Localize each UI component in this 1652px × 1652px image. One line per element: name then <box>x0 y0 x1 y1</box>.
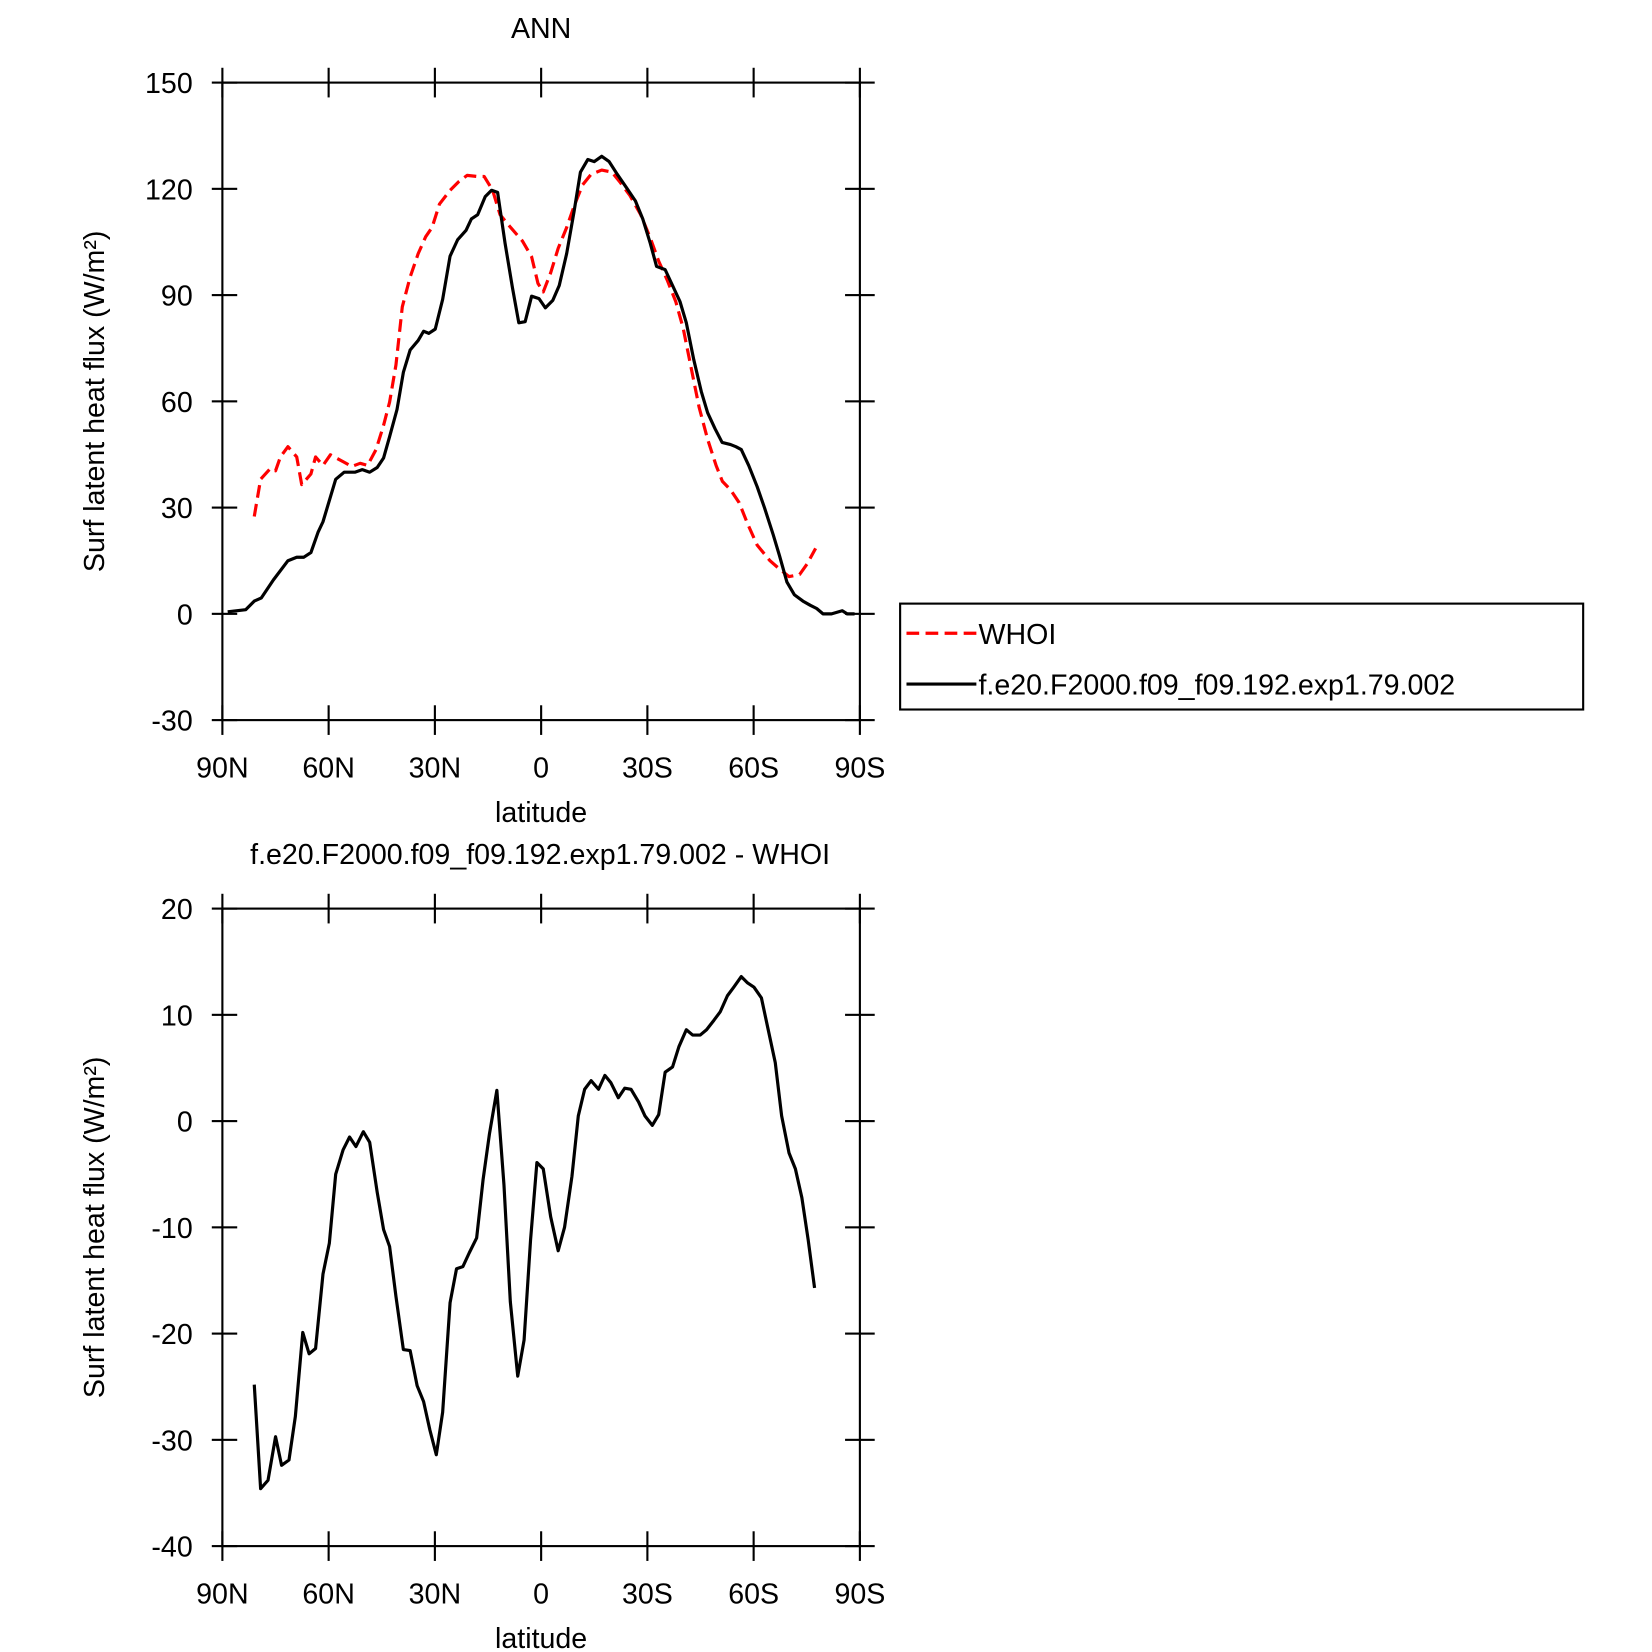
y-tick-label: -40 <box>151 1532 192 1564</box>
series-line <box>252 168 818 579</box>
x-tick-label: 90S <box>834 752 885 784</box>
legend-label: f.e20.F2000.f09_f09.192.exp1.79.002 <box>978 670 1455 702</box>
series-line <box>252 974 817 1491</box>
y-tick-label: 90 <box>161 281 193 313</box>
y-tick-label: 60 <box>161 387 193 419</box>
y-tick-label: -30 <box>151 706 192 738</box>
y-axis-label: Surf latent heat flux (W/m²) <box>79 1057 111 1398</box>
y-tick-label: -10 <box>151 1213 192 1245</box>
y-tick-label: -30 <box>151 1425 192 1457</box>
x-tick-label: 90N <box>196 752 248 784</box>
x-tick-label: 90S <box>834 1578 885 1610</box>
x-tick-label: 0 <box>533 1578 549 1610</box>
x-axis-label: latitude <box>495 797 587 829</box>
x-tick-label: 30N <box>409 752 461 784</box>
chart-title: ANN <box>511 13 571 45</box>
y-tick-label: 150 <box>145 68 193 100</box>
x-tick-label: 90N <box>196 1578 248 1610</box>
x-tick-label: 60S <box>728 752 779 784</box>
x-axis-label: latitude <box>495 1623 587 1652</box>
x-tick-label: 0 <box>533 752 549 784</box>
legend-label: WHOI <box>978 619 1056 651</box>
y-axis-label: Surf latent heat flux (W/m²) <box>79 231 111 572</box>
x-tick-label: 30N <box>409 1578 461 1610</box>
y-tick-label: 10 <box>161 1000 193 1032</box>
plot-frame <box>221 81 861 722</box>
y-tick-label: 20 <box>161 894 193 926</box>
y-tick-label: -20 <box>151 1319 192 1351</box>
y-tick-label: 30 <box>161 493 193 525</box>
x-tick-label: 30S <box>622 752 673 784</box>
x-tick-label: 30S <box>622 1578 673 1610</box>
y-tick-label: 120 <box>145 174 193 206</box>
x-tick-label: 60S <box>728 1578 779 1610</box>
series-line <box>227 154 855 616</box>
chart-title: f.e20.F2000.f09_f09.192.exp1.79.002 - WH… <box>250 839 830 871</box>
x-tick-label: 60N <box>302 752 354 784</box>
y-tick-label: 0 <box>177 599 193 631</box>
y-tick-label: 0 <box>177 1107 193 1139</box>
x-tick-label: 60N <box>302 1578 354 1610</box>
legend-box <box>899 602 1585 711</box>
